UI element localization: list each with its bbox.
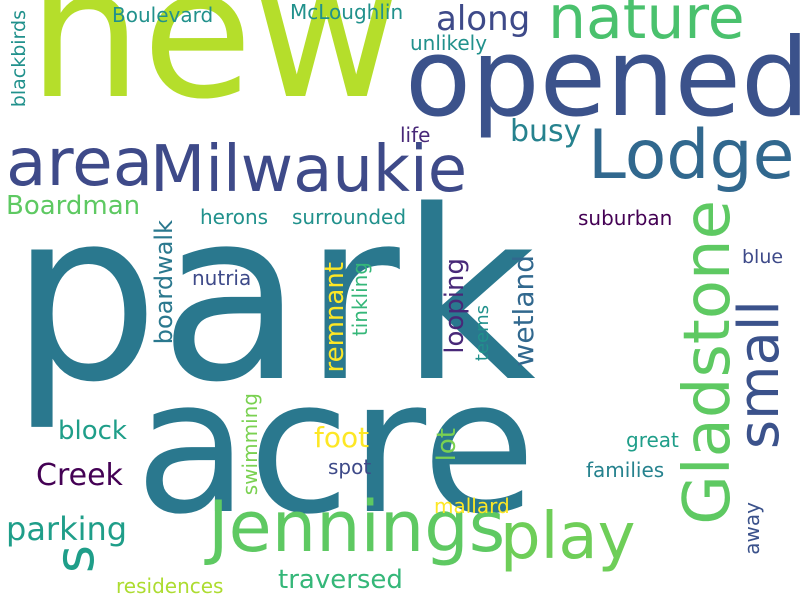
word-lot: lot [432,428,462,462]
word-busy: busy [510,114,582,149]
word-nature: nature [548,0,745,53]
word-looping: looping [440,258,470,354]
word-surrounded: surrounded [292,205,407,229]
word-area: area [6,124,154,201]
word-swimming: swimming [238,393,262,496]
word-s: s [43,545,106,574]
word-blue: blue [742,246,784,268]
word-suburban: suburban [578,206,673,230]
word-creek: Creek [36,458,123,493]
word-away: away [740,502,764,555]
word-families: families [586,458,665,482]
word-opened: opened [405,16,800,141]
word-teems: teems [472,305,493,362]
word-lodge: Lodge [588,116,795,195]
word-residences: residences [116,574,224,598]
word-along: along [436,0,531,39]
word-remnant: remnant [320,262,350,373]
word-tinkling: tinkling [348,262,372,337]
word-nutria: nutria [192,266,252,290]
word-great: great [626,428,679,452]
word-mcloughlin: McLoughlin [290,0,404,24]
word-milwaukie: Milwaukie [150,133,468,207]
word-small: small [727,300,792,450]
word-herons: herons [200,205,269,229]
word-block: block [58,416,127,446]
word-wetland: wetland [507,255,540,367]
word-traversed: traversed [278,565,403,595]
word-boulevard: Boulevard [112,3,214,27]
word-life: life [400,123,431,147]
word-boardman: Boardman [6,191,141,221]
word-play: play [500,500,636,574]
word-jennings: Jennings [208,486,506,568]
word-park: park [10,161,536,434]
word-new: new [28,0,401,139]
word-parking: parking [6,510,128,548]
word-unlikely: unlikely [410,31,488,55]
word-boardwalk: boardwalk [150,220,178,345]
word-spot: spot [328,455,372,479]
word-blackbirds: blackbirds [8,10,30,108]
word-acre: acre [135,339,536,555]
word-foot: foot [314,421,370,454]
word-mallard: mallard [434,494,510,518]
